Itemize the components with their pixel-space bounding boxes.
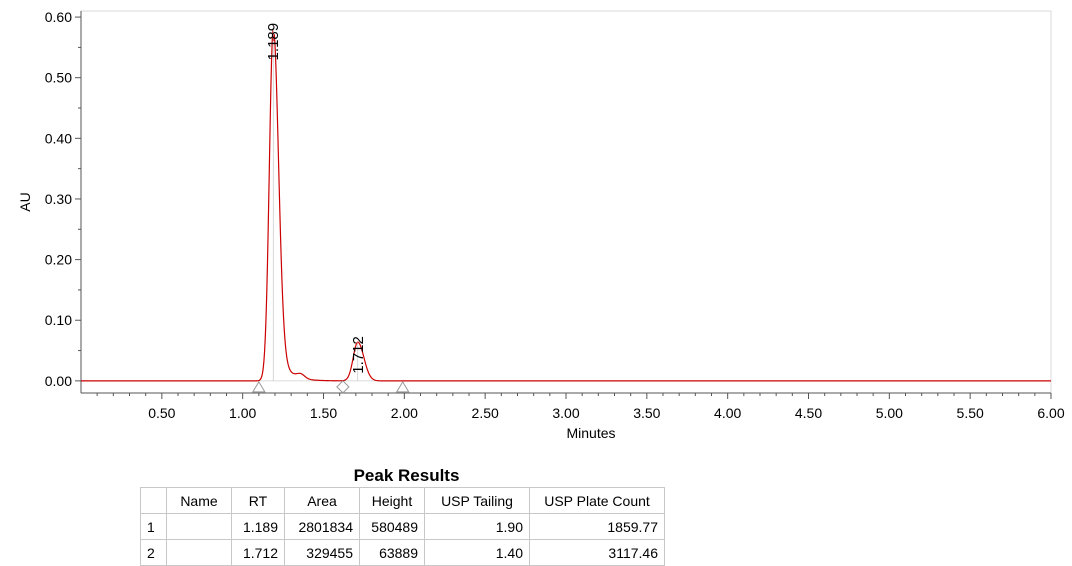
cell-index: 2: [140, 539, 167, 566]
cell-area: 329455: [284, 539, 360, 566]
column-header-index: [140, 487, 167, 514]
y-axis-label: AU: [17, 192, 33, 211]
cell-usp-plate-count: 3117.46: [529, 539, 665, 566]
x-tick-label: 4.50: [795, 405, 822, 421]
peak-rt-label: 1.712: [350, 336, 367, 374]
y-tick-label: 0.60: [45, 9, 72, 25]
y-tick-label: 0.10: [45, 312, 72, 328]
table-row: 2 1.712 329455 63889 1.40 3117.46: [140, 539, 665, 566]
y-tick-label: 0.00: [45, 373, 72, 389]
plot-frame: [80, 10, 1052, 394]
cell-index: 1: [140, 513, 167, 540]
table-row: 1 1.189 2801834 580489 1.90 1859.77: [140, 513, 665, 540]
cell-area: 2801834: [284, 513, 360, 540]
cell-rt: 1.189: [231, 513, 285, 540]
peak-results-table: Name RT Area Height USP Tailing USP Plat…: [140, 487, 665, 566]
x-tick-label: 3.50: [633, 405, 660, 421]
cell-rt: 1.712: [231, 539, 285, 566]
column-header-height: Height: [359, 487, 425, 514]
y-tick-label: 0.30: [45, 191, 72, 207]
y-tick-label: 0.50: [45, 70, 72, 86]
integration-diamond-marker: [336, 380, 350, 394]
x-tick-label: 5.00: [876, 405, 903, 421]
integration-triangle-marker: [395, 380, 410, 393]
chromatogram-trace: [81, 29, 1051, 382]
column-header-rt: RT: [231, 487, 285, 514]
cell-name: [166, 513, 232, 540]
x-tick-label: 2.50: [472, 405, 499, 421]
x-tick-label: 2.00: [391, 405, 418, 421]
peak-rt-label: 1.189: [265, 23, 282, 61]
x-tick-label: 3.00: [552, 405, 579, 421]
column-header-name: Name: [166, 487, 232, 514]
table-header-row: Name RT Area Height USP Tailing USP Plat…: [140, 487, 665, 514]
y-tick-label: 0.40: [45, 130, 72, 146]
chromatogram-chart: 0.50 1.00 1.50 2.00 2.50 3.00 3.50 4.00 4.50 5.00…: [17, 9, 1065, 441]
x-tick-label: 5.50: [957, 405, 984, 421]
column-header-usp-tailing: USP Tailing: [424, 487, 530, 514]
integration-triangle-marker: [251, 380, 266, 393]
column-header-area: Area: [284, 487, 360, 514]
cell-usp-tailing: 1.90: [424, 513, 530, 540]
x-tick-label: 6.00: [1037, 405, 1064, 421]
x-tick-label: 1.00: [229, 405, 256, 421]
cell-usp-plate-count: 1859.77: [529, 513, 665, 540]
y-tick-label: 0.20: [45, 252, 72, 268]
cell-usp-tailing: 1.40: [424, 539, 530, 566]
x-tick-label: 4.00: [714, 405, 741, 421]
column-header-usp-plate-count: USP Plate Count: [529, 487, 665, 514]
x-tick-label: 1.50: [310, 405, 337, 421]
cell-height: 580489: [359, 513, 425, 540]
x-tick-label: 0.50: [148, 405, 175, 421]
x-axis-label: Minutes: [566, 425, 615, 441]
cell-height: 63889: [359, 539, 425, 566]
peak-results-title: Peak Results: [353, 466, 460, 485]
cell-name: [166, 539, 232, 566]
